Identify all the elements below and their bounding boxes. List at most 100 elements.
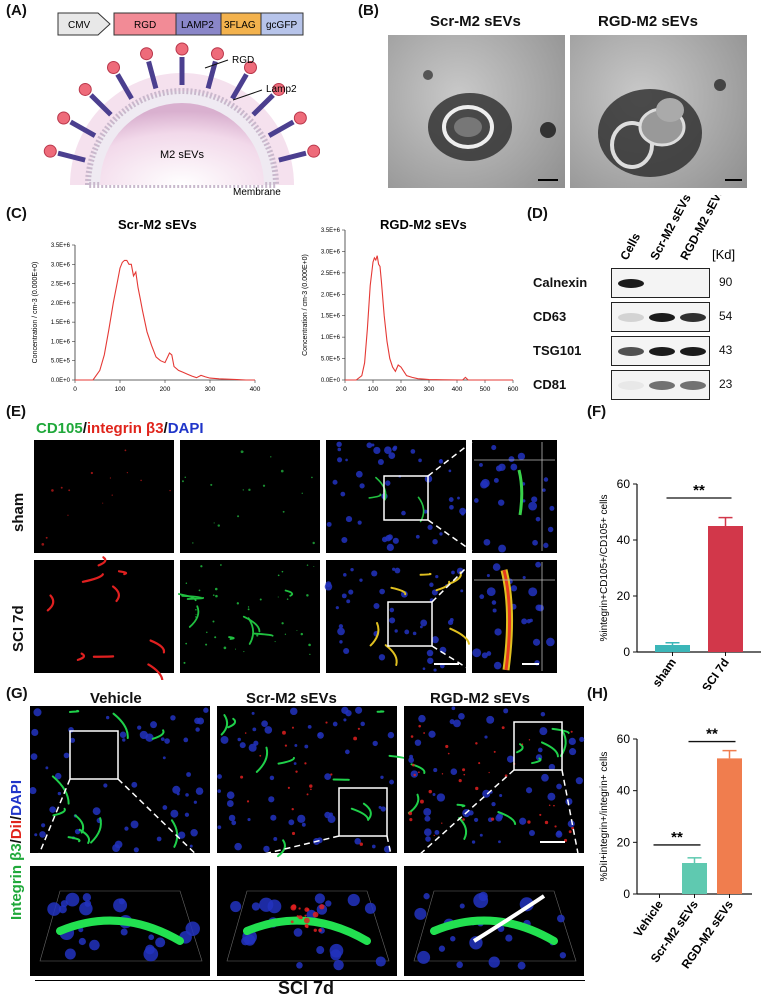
fluorescent-signal bbox=[183, 737, 189, 743]
fluorescent-signal bbox=[337, 457, 343, 463]
row-label-sham: sham bbox=[10, 492, 27, 532]
zoom-box bbox=[383, 475, 429, 521]
fluorescent-signal bbox=[528, 501, 538, 511]
chart-c-xtick-label: 600 bbox=[508, 386, 519, 393]
fluorescent-signal bbox=[384, 446, 392, 455]
fluorescent-signal bbox=[197, 717, 205, 725]
membrane-label: Membrane bbox=[233, 187, 281, 198]
fluorescent-signal bbox=[181, 480, 184, 483]
fluorescent-signal bbox=[506, 755, 515, 763]
fluorescent-signal bbox=[505, 934, 513, 942]
fluorescent-signal bbox=[313, 565, 315, 567]
fluorescent-signal bbox=[244, 934, 256, 946]
fluorescent-signal bbox=[160, 737, 165, 741]
panel-label-e: (E) bbox=[6, 403, 26, 420]
chart-h-sig-label: ** bbox=[706, 726, 718, 743]
fluorescent-signal bbox=[274, 641, 276, 643]
fluorescent-signal bbox=[423, 732, 426, 734]
rgd-lamp2-spikes bbox=[43, 42, 320, 163]
fluorescent-signal bbox=[389, 607, 395, 613]
fluorescent-signal bbox=[304, 762, 307, 765]
3d-vessel bbox=[430, 916, 558, 945]
fluorescent-signal bbox=[200, 565, 203, 568]
fluorescent-signal bbox=[517, 961, 526, 970]
fluorescent-signal bbox=[247, 606, 250, 608]
fluorescent-signal bbox=[217, 774, 222, 780]
fluorescent-signal bbox=[205, 643, 208, 646]
fluorescent-signal bbox=[357, 520, 362, 525]
fluorescent-signal bbox=[450, 936, 456, 942]
fluorescent-signal bbox=[287, 786, 290, 789]
wb-band bbox=[618, 381, 644, 390]
fluorescent-signal bbox=[521, 618, 528, 625]
stain-legend-part: / bbox=[163, 420, 168, 437]
fluorescent-signal bbox=[491, 600, 497, 605]
stain-legend-part: integrin β3 bbox=[86, 420, 164, 437]
stain-legend-part: / bbox=[8, 839, 25, 844]
panel-label-f: (F) bbox=[587, 403, 607, 420]
fluorescent-signal bbox=[120, 928, 128, 936]
fluorescent-signal bbox=[394, 567, 401, 574]
rgd-bead bbox=[307, 144, 320, 158]
fluorescent-signal bbox=[213, 522, 215, 524]
fluorescent-signal bbox=[479, 833, 483, 837]
fluorescent-signal bbox=[30, 753, 38, 761]
chart-f-xtick-label: sham bbox=[650, 656, 679, 690]
fluorescent-signal bbox=[409, 818, 413, 822]
fluorescent-signal bbox=[282, 730, 286, 735]
fluorescent-signal bbox=[457, 496, 460, 500]
fluorescent-signal bbox=[541, 773, 549, 782]
chart-f-bar bbox=[708, 526, 743, 652]
fluorescent-signal bbox=[172, 785, 181, 794]
wb-row-label: TSG101 bbox=[533, 343, 582, 358]
fluorescent-signal bbox=[411, 763, 415, 767]
fluorescent-signal bbox=[488, 956, 500, 968]
micrograph-tile bbox=[326, 560, 466, 673]
chart-c-ytick-label: 5.0E+5 bbox=[51, 359, 71, 365]
fluorescent-signal bbox=[288, 819, 295, 826]
fluorescent-signal bbox=[228, 814, 236, 822]
fluorescent-signal bbox=[570, 730, 573, 733]
chart-c-ytick-label: 0.0E+0 bbox=[51, 378, 71, 384]
fluorescent-signal bbox=[394, 629, 398, 633]
zoom-line bbox=[34, 778, 71, 865]
fluorescent-signal bbox=[295, 770, 298, 773]
fluorescent-signal bbox=[290, 920, 294, 924]
chart-c-xtick-label: 0 bbox=[343, 386, 347, 393]
fluorescent-signal bbox=[435, 575, 439, 579]
fluorescent-signal bbox=[261, 720, 268, 728]
em-image-rgd bbox=[570, 35, 747, 188]
immunofluorescence-grid-e bbox=[34, 440, 557, 680]
vessel-signal bbox=[369, 621, 380, 647]
micrograph-tile bbox=[180, 560, 320, 673]
fluorescent-signal bbox=[441, 773, 444, 775]
fluorescent-signal bbox=[140, 479, 142, 482]
fluorescent-signal bbox=[510, 463, 518, 471]
fluorescent-signal bbox=[426, 649, 434, 657]
vessel-signal bbox=[46, 594, 55, 612]
stain-legend-e: CD105/integrin β3/DAPI bbox=[36, 420, 204, 437]
fluorescent-signal bbox=[486, 715, 495, 724]
fluorescent-signal bbox=[345, 709, 352, 717]
fluorescent-signal bbox=[114, 840, 123, 849]
fluorescent-signal bbox=[532, 539, 538, 546]
fluorescent-signal bbox=[559, 952, 567, 959]
fluorescent-signal bbox=[170, 809, 179, 818]
fluorescent-signal bbox=[459, 507, 467, 515]
wb-band bbox=[680, 347, 706, 356]
fluorescent-signal bbox=[185, 921, 200, 937]
chart-c-ytick-label: 3.5E+6 bbox=[321, 228, 341, 234]
chart-c-xtick-label: 0 bbox=[73, 386, 77, 393]
chart-c-ylabel: Concentration / cm-3 (0.000E+0) bbox=[302, 254, 309, 356]
stain-legend-part: DiI bbox=[8, 819, 25, 840]
chart-c-xtick-label: 400 bbox=[250, 386, 261, 393]
vessel-signal bbox=[76, 652, 86, 661]
wb-kd-value: 54 bbox=[719, 309, 733, 323]
fluorescent-signal bbox=[510, 585, 518, 592]
3d-colocalized bbox=[472, 894, 546, 943]
lamp2-stalk bbox=[267, 119, 295, 138]
fluorescent-signal bbox=[199, 596, 202, 599]
fluorescent-signal bbox=[316, 946, 325, 955]
fluorescent-signal bbox=[527, 820, 531, 824]
fluorescent-signal bbox=[412, 631, 417, 636]
